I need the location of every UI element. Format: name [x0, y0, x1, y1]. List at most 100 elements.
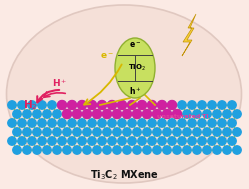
Circle shape: [168, 119, 176, 127]
Circle shape: [92, 109, 102, 119]
Circle shape: [208, 101, 216, 109]
Circle shape: [123, 146, 131, 154]
Circle shape: [83, 146, 91, 154]
Circle shape: [78, 137, 86, 145]
Circle shape: [213, 110, 221, 118]
Circle shape: [218, 101, 226, 109]
Circle shape: [223, 110, 231, 118]
Circle shape: [68, 101, 76, 109]
Circle shape: [132, 109, 141, 119]
Circle shape: [198, 137, 206, 145]
Circle shape: [58, 137, 66, 145]
Circle shape: [228, 119, 236, 127]
Circle shape: [143, 128, 151, 136]
Circle shape: [43, 128, 51, 136]
Circle shape: [138, 119, 146, 127]
Circle shape: [188, 101, 196, 109]
Circle shape: [133, 110, 141, 118]
Circle shape: [233, 146, 241, 154]
Circle shape: [188, 119, 196, 127]
Circle shape: [48, 119, 56, 127]
Circle shape: [233, 128, 241, 136]
Circle shape: [183, 110, 191, 118]
Circle shape: [108, 101, 117, 109]
Circle shape: [213, 146, 221, 154]
Circle shape: [113, 146, 121, 154]
Text: e$^-$: e$^-$: [100, 51, 114, 61]
Circle shape: [158, 101, 167, 109]
Circle shape: [158, 101, 166, 109]
Circle shape: [18, 137, 26, 145]
Circle shape: [228, 137, 236, 145]
Circle shape: [58, 101, 66, 109]
Circle shape: [138, 137, 146, 145]
Circle shape: [28, 119, 36, 127]
Text: Ti$_3$C$_2$ MXene: Ti$_3$C$_2$ MXene: [90, 168, 158, 182]
Circle shape: [58, 101, 66, 109]
Polygon shape: [182, 14, 196, 56]
Circle shape: [43, 110, 51, 118]
Circle shape: [93, 146, 101, 154]
Circle shape: [53, 110, 61, 118]
Circle shape: [63, 110, 71, 118]
Circle shape: [183, 146, 191, 154]
Circle shape: [98, 101, 106, 109]
Circle shape: [163, 128, 171, 136]
Circle shape: [13, 146, 21, 154]
Circle shape: [18, 101, 26, 109]
Circle shape: [193, 110, 201, 118]
Circle shape: [103, 128, 111, 136]
Circle shape: [98, 119, 106, 127]
Circle shape: [148, 137, 156, 145]
Circle shape: [73, 128, 81, 136]
Circle shape: [152, 109, 162, 119]
Circle shape: [93, 128, 101, 136]
Circle shape: [103, 146, 111, 154]
Circle shape: [223, 128, 231, 136]
Circle shape: [88, 101, 96, 109]
Circle shape: [68, 137, 76, 145]
Circle shape: [123, 109, 131, 119]
Circle shape: [103, 109, 112, 119]
Circle shape: [58, 119, 66, 127]
Circle shape: [73, 146, 81, 154]
Circle shape: [188, 137, 196, 145]
Text: h$^+$: h$^+$: [129, 85, 141, 97]
Circle shape: [108, 101, 116, 109]
Circle shape: [118, 101, 126, 109]
Text: unsaturated Ti: unsaturated Ti: [157, 114, 209, 119]
Circle shape: [73, 110, 81, 118]
Text: H$_2$: H$_2$: [23, 98, 37, 112]
Circle shape: [118, 119, 126, 127]
Circle shape: [88, 119, 96, 127]
Circle shape: [98, 137, 106, 145]
Circle shape: [173, 110, 181, 118]
Circle shape: [128, 101, 136, 109]
Circle shape: [108, 137, 116, 145]
Circle shape: [153, 110, 161, 118]
Circle shape: [108, 119, 116, 127]
Circle shape: [8, 119, 16, 127]
Circle shape: [128, 119, 136, 127]
Circle shape: [93, 110, 101, 118]
Circle shape: [38, 119, 46, 127]
Circle shape: [193, 128, 201, 136]
Circle shape: [128, 137, 136, 145]
Circle shape: [18, 119, 26, 127]
Circle shape: [163, 109, 172, 119]
Circle shape: [203, 146, 211, 154]
Circle shape: [178, 119, 186, 127]
Circle shape: [173, 109, 182, 119]
Text: H$^+$: H$^+$: [52, 77, 68, 89]
Circle shape: [158, 137, 166, 145]
Circle shape: [53, 128, 61, 136]
Circle shape: [67, 101, 76, 109]
Circle shape: [127, 101, 136, 109]
Text: e$^-$: e$^-$: [129, 40, 141, 50]
Circle shape: [23, 110, 31, 118]
Circle shape: [113, 109, 122, 119]
Circle shape: [33, 110, 41, 118]
Circle shape: [48, 137, 56, 145]
Circle shape: [178, 101, 186, 109]
Circle shape: [28, 101, 36, 109]
